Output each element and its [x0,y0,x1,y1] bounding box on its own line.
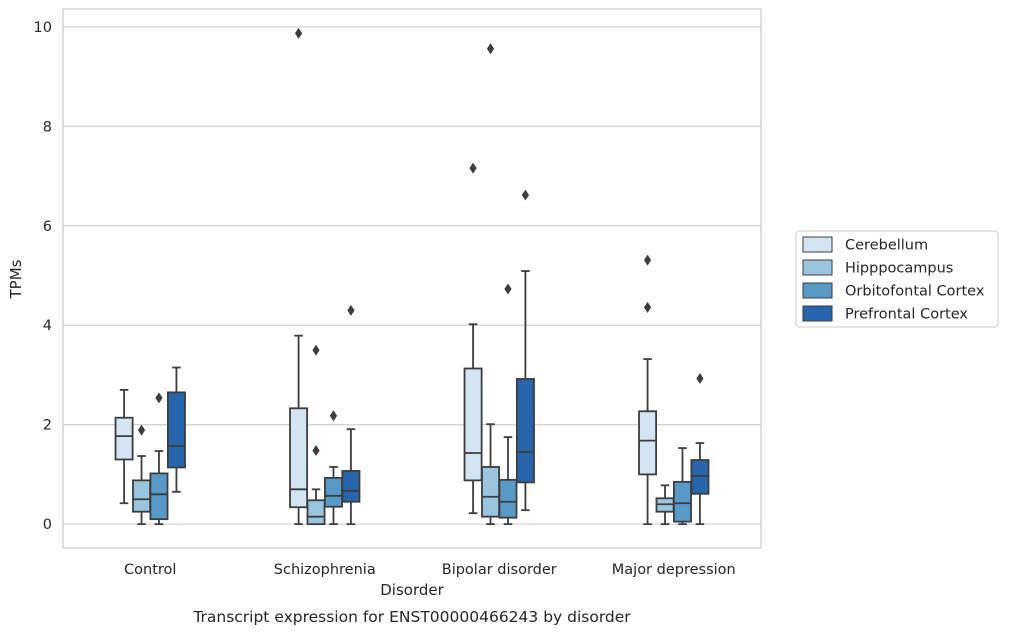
y-tick-labels: 0 2 4 6 8 10 [34,20,52,533]
box-group [638,254,658,526]
outlier-point [521,189,530,201]
outlier-point [469,162,477,174]
outlier-point [643,301,652,313]
chart-caption: Transcript expression for ENST0000046624… [192,608,631,626]
box [463,367,483,482]
box [638,410,658,476]
outlier-point [155,392,163,404]
legend-entry-label: Prefrontal Cortex [845,307,968,323]
box-group [341,304,361,526]
y-tick-label: 2 [43,418,52,434]
box-group [463,162,483,515]
y-tick-label: 6 [43,219,52,235]
box [149,472,169,521]
x-tick-label: Schizophrenia [274,562,376,578]
x-tick-label: Control [124,562,176,578]
outlier-point [696,372,704,384]
x-tick-label: Bipolar disorder [442,562,557,578]
y-gridlines [63,26,761,525]
box-group [114,388,134,505]
box [341,470,361,503]
legend-swatch [802,236,833,253]
legend-swatch [802,305,833,322]
box-group [324,410,343,526]
y-tick-label: 4 [43,318,52,334]
outlier-point [294,27,303,39]
outlier-point [643,254,652,266]
legend-entry-label: Cerebellum [845,238,928,254]
y-tick-label: 8 [43,119,52,135]
box-group [690,372,710,526]
outlier-point [312,445,320,457]
box [324,476,343,508]
plot-frame [62,8,762,549]
legend-entry-label: Hipppocampus [845,261,953,277]
x-tick-labels: Control Schizophrenia Bipolar disorder Majo… [124,562,736,578]
box [306,499,326,526]
legend-frame [795,230,999,328]
box-group [498,283,518,526]
box-group [306,344,326,526]
outlier-point [504,283,512,295]
outlier-point [312,344,320,356]
outlier-point [329,410,338,422]
box [515,378,535,484]
box-group [515,189,535,512]
box [114,416,134,461]
box-group [673,447,692,526]
box [690,459,710,495]
y-tick-label: 10 [34,20,52,36]
legend-entry-label: Orbitofontal Cortex [845,284,985,300]
legend-swatch [802,282,833,299]
box [132,479,151,513]
outlier-point [347,304,355,316]
x-axis-label: Disorder [380,581,444,599]
x-tick-label: Major depression [612,562,736,578]
box-group [166,366,186,493]
box-group [655,484,675,526]
outlier-point [486,43,495,55]
box-group [149,392,169,526]
box-groups [114,27,710,526]
box [289,407,309,509]
y-axis-label: TPMs [7,259,25,299]
box-group [289,27,309,526]
legend-swatch [802,259,833,276]
box [481,466,500,518]
legend: Cerebellum Hipppocampus Orbitofontal Corte… [795,230,999,328]
outlier-point [137,424,146,436]
box [498,478,518,519]
box [673,480,692,523]
box [166,391,186,469]
y-tick-label: 0 [43,517,52,533]
